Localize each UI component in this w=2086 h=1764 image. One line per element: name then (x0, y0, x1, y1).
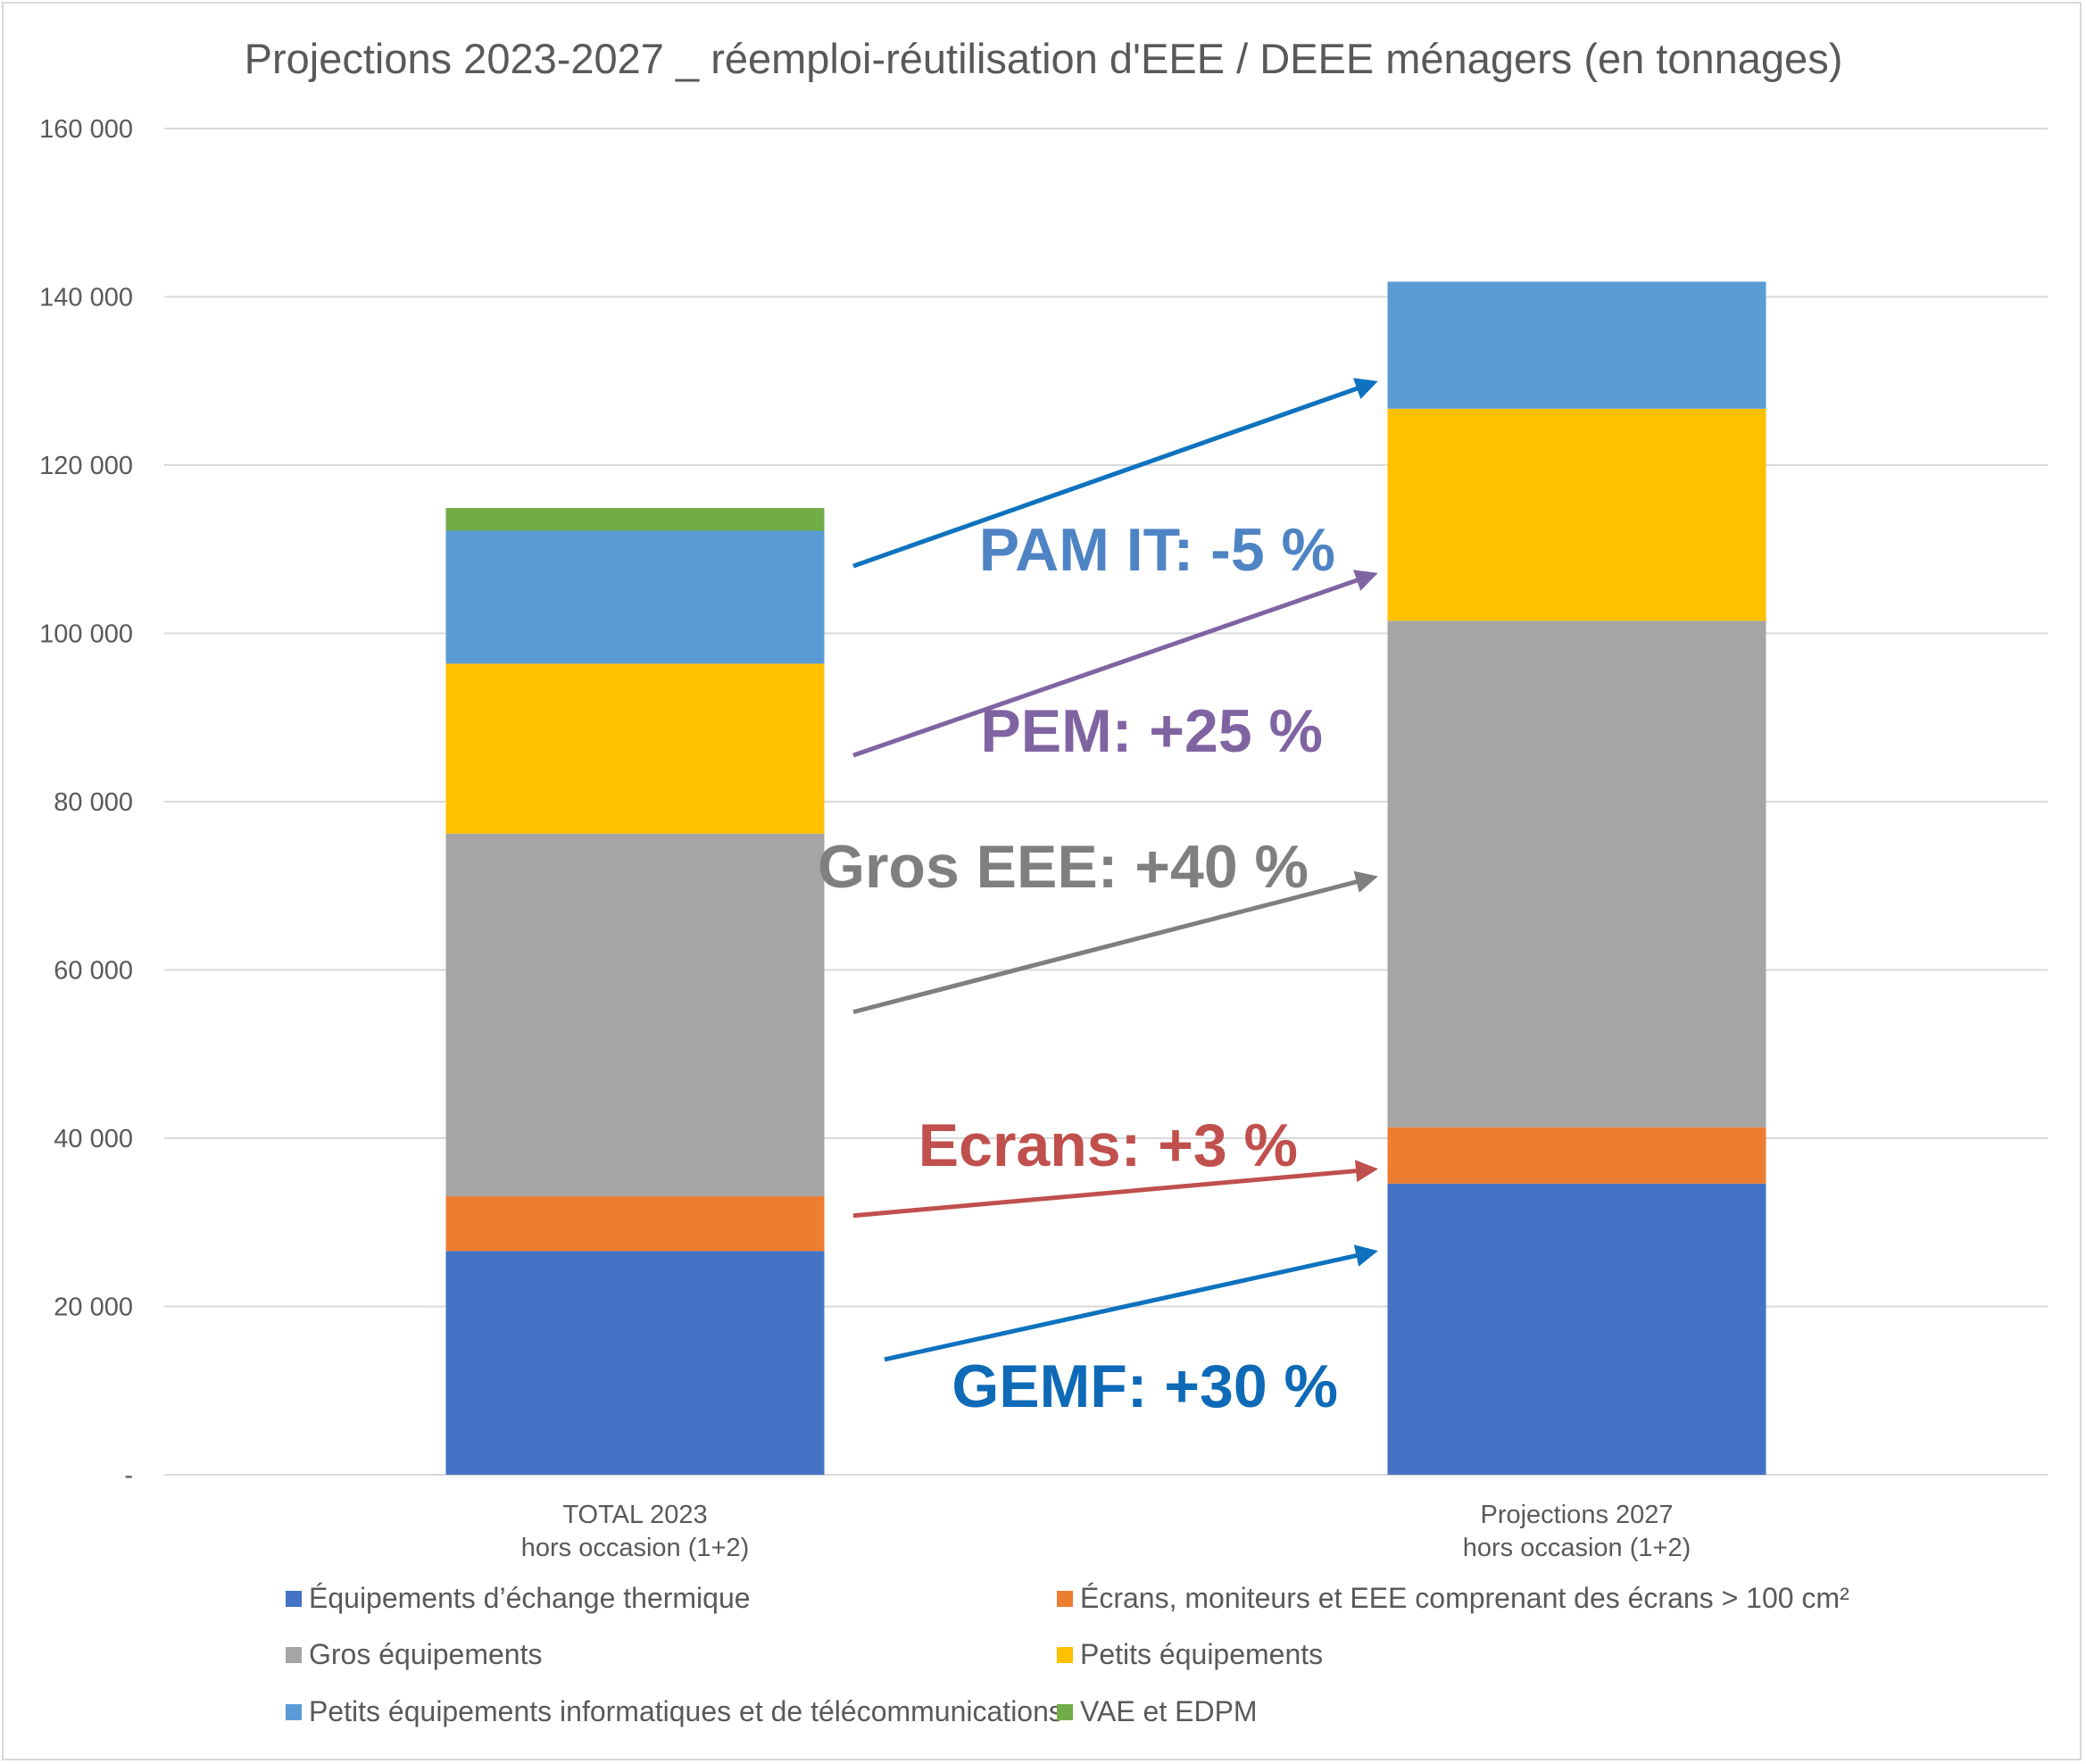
legend-label: Gros équipements (309, 1638, 542, 1670)
bar-segment (1387, 620, 1766, 1127)
annotation-label: PAM IT: -5 % (979, 516, 1335, 584)
legend-swatch (286, 1647, 302, 1663)
bar-segment (445, 663, 825, 834)
legend-swatch (286, 1704, 302, 1720)
category-labels: TOTAL 2023 hors occasion (1+2) Projections… (521, 1501, 1691, 1562)
y-tick-label: 20 000 (54, 1294, 133, 1322)
legend-item: Gros équipements (286, 1638, 542, 1670)
legend-item: VAE et EDPM (1057, 1695, 1258, 1727)
x-category-label: Projections 2027 (1480, 1501, 1673, 1529)
bar-segment (445, 1196, 825, 1252)
legend-item: Petits équipements informatiques et de t… (286, 1695, 1063, 1727)
legend: Équipements d’échange thermique Écrans, m… (286, 1582, 1849, 1727)
annotation-label: Gros EEE: +40 % (818, 833, 1309, 901)
trend-arrows (852, 378, 1378, 1362)
bar-segment (1387, 1127, 1766, 1184)
y-tick-label: 100 000 (39, 620, 133, 649)
trend-arrow (852, 378, 1378, 569)
legend-swatch (286, 1591, 302, 1607)
legend-label: Petits équipements informatiques et de t… (309, 1695, 1063, 1727)
annotation-label: Ecrans: +3 % (918, 1111, 1298, 1179)
y-tick-label: 160 000 (39, 115, 133, 144)
legend-item: Petits équipements (1057, 1638, 1323, 1670)
annotation-label: PEM: +25 % (980, 697, 1323, 765)
y-tick-label: 40 000 (54, 1125, 133, 1153)
chart: Projections 2023-2027 _ réemploi-réutili… (39, 35, 2048, 1727)
trend-arrow (852, 870, 1378, 1015)
y-tick-label: 120 000 (39, 452, 133, 480)
x-category-label: hors occasion (1+2) (1463, 1534, 1691, 1562)
legend-label: Écrans, moniteurs et EEE comprenant des … (1080, 1582, 1849, 1614)
legend-label: VAE et EDPM (1080, 1695, 1258, 1727)
y-tick-label: 60 000 (54, 957, 133, 986)
y-tick-label: 80 000 (54, 788, 133, 817)
bars (445, 281, 1766, 1475)
legend-label: Équipements d’échange thermique (309, 1582, 751, 1614)
y-tick-label: 140 000 (39, 284, 133, 312)
legend-item: Écrans, moniteurs et EEE comprenant des … (1057, 1582, 1849, 1614)
bar-segment (445, 833, 825, 1197)
trend-arrow (884, 1244, 1378, 1362)
legend-item: Équipements d’échange thermique (286, 1582, 751, 1614)
y-tick-label: - (124, 1461, 133, 1490)
bar-segment (1387, 408, 1766, 621)
annotation-label: GEMF: +30 % (952, 1352, 1338, 1420)
trend-arrow (852, 570, 1378, 758)
legend-label: Petits équipements (1080, 1638, 1323, 1670)
x-category-label: hors occasion (1+2) (521, 1534, 750, 1562)
bar-segment (1387, 281, 1766, 409)
legend-swatch (1057, 1647, 1073, 1663)
bar-segment (445, 1251, 825, 1475)
annotations: PAM IT: -5 % PEM: +25 % Gros EEE: +40 % Ecr… (818, 516, 1338, 1420)
x-category-label: TOTAL 2023 (562, 1501, 707, 1529)
bar-segment (445, 530, 825, 664)
legend-swatch (1057, 1591, 1073, 1607)
legend-swatch (1057, 1704, 1073, 1720)
trend-arrow (852, 1160, 1378, 1219)
bar-segment (1387, 1183, 1766, 1475)
chart-title: Projections 2023-2027 _ réemploi-réutili… (245, 35, 1843, 82)
bar-segment (445, 508, 825, 531)
